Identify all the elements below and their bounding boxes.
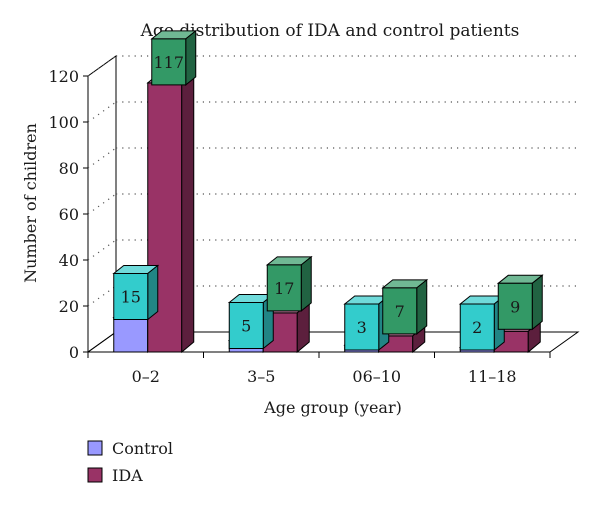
data-label-control-1: 5 bbox=[227, 293, 275, 350]
data-label-ida-0-text: 117 bbox=[153, 53, 184, 72]
data-label-control-0-text: 15 bbox=[121, 288, 141, 307]
y-tick-label: 0 bbox=[69, 343, 79, 362]
y-tick-label: 100 bbox=[48, 113, 79, 132]
gridline-diag bbox=[87, 101, 117, 123]
y-tick-label: 40 bbox=[59, 251, 79, 270]
data-label-control-0-box bbox=[113, 273, 149, 320]
data-label-ida-2-side bbox=[416, 278, 428, 335]
data-label-control-0-side bbox=[147, 264, 159, 321]
data-label-control-3-text: 2 bbox=[472, 318, 482, 337]
data-label-control-1-box bbox=[228, 302, 264, 349]
data-label-control-3: 2 bbox=[458, 294, 506, 352]
y-tick-label: 120 bbox=[48, 67, 79, 86]
data-label-control-0: 15 bbox=[112, 264, 160, 321]
data-label-ida-0-box bbox=[151, 38, 187, 86]
data-label-ida-3-side bbox=[531, 274, 543, 331]
y-axis: 0 20 40 60 80 100 120 bbox=[48, 67, 88, 362]
data-label-ida-0-side bbox=[185, 29, 197, 86]
bar-ida-0-side bbox=[181, 71, 195, 354]
gridline-diag bbox=[87, 285, 117, 307]
data-label-ida-1-box bbox=[266, 264, 302, 312]
chart-title: Age distribution of IDA and control pati… bbox=[140, 21, 520, 41]
x-tick-label: 06–10 bbox=[352, 367, 401, 386]
x-tick-label: 3–5 bbox=[247, 367, 275, 386]
gridline-diag bbox=[87, 147, 117, 169]
data-label-ida-2: 7 bbox=[381, 278, 429, 335]
y-tick-label: 20 bbox=[59, 297, 79, 316]
legend-swatch bbox=[87, 467, 103, 483]
data-label-ida-3-box bbox=[497, 282, 533, 330]
data-label-ida-1-text: 17 bbox=[274, 279, 294, 298]
x-axis: 0–2 3–5 06–10 11–18 bbox=[87, 351, 551, 386]
data-labels: 15 117 5 17 3 7 2 9 bbox=[112, 29, 544, 352]
legend: Control IDA bbox=[87, 439, 173, 485]
legend-swatch bbox=[87, 440, 103, 456]
y-tick-label: 80 bbox=[59, 159, 79, 178]
data-label-ida-3-text: 9 bbox=[510, 297, 520, 316]
x-tick-label: 0–2 bbox=[132, 367, 160, 386]
x-axis-label: Age group (year) bbox=[263, 398, 402, 417]
data-label-control-3-box bbox=[459, 303, 495, 351]
legend-label: IDA bbox=[112, 466, 143, 485]
data-label-control-2: 3 bbox=[343, 294, 391, 352]
y-axis-label: Number of children bbox=[21, 123, 40, 283]
data-label-ida-0: 117 bbox=[150, 29, 198, 86]
legend-item-control: Control bbox=[87, 439, 173, 458]
data-label-ida-3: 9 bbox=[496, 274, 544, 331]
data-label-ida-2-box bbox=[382, 287, 418, 335]
legend-label: Control bbox=[112, 439, 173, 458]
data-label-control-2-text: 3 bbox=[357, 318, 367, 337]
data-label-ida-1-side bbox=[300, 255, 312, 312]
gridline-diag bbox=[87, 193, 117, 215]
x-tick-label: 11–18 bbox=[468, 367, 517, 386]
data-label-ida-1: 17 bbox=[265, 255, 313, 312]
bar-control-0-front bbox=[113, 317, 149, 353]
legend-item-ida: IDA bbox=[87, 466, 143, 485]
gridline-diag bbox=[87, 239, 117, 261]
y-tick-label: 60 bbox=[59, 205, 79, 224]
data-label-control-2-box bbox=[344, 303, 380, 351]
data-label-control-1-text: 5 bbox=[241, 317, 251, 336]
data-label-ida-2-text: 7 bbox=[395, 302, 405, 321]
